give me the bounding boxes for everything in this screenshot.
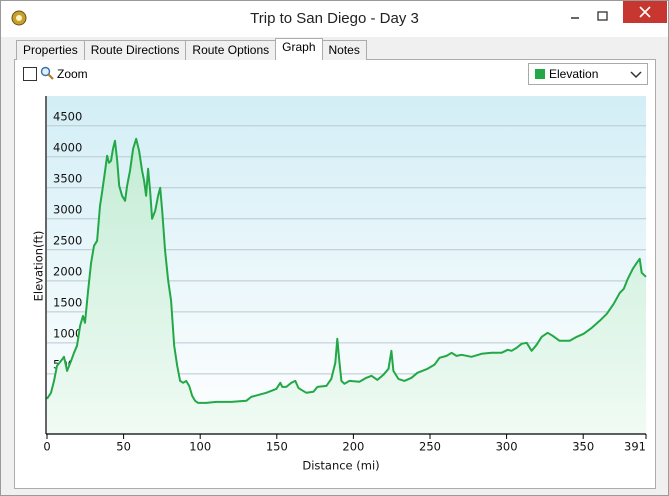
y-tick-label: 3000 bbox=[53, 202, 82, 216]
area bbox=[47, 138, 646, 435]
title-bar: Trip to San Diego - Day 3 bbox=[1, 1, 668, 37]
maximize-button[interactable] bbox=[597, 11, 608, 21]
dropdown-arrow bbox=[630, 71, 642, 79]
series-dropdown[interactable]: Elevation bbox=[528, 63, 648, 85]
y-tick-label: 2500 bbox=[53, 233, 82, 247]
tab-strip: Properties Route Directions Route Options G… bbox=[16, 38, 367, 60]
x-axis-label: Distance (mi) bbox=[302, 459, 379, 473]
y-tick-label: 1500 bbox=[53, 295, 82, 309]
title-icons bbox=[11, 1, 667, 26]
zoom-checkbox[interactable] bbox=[23, 67, 37, 81]
x-tick-label: 0 bbox=[43, 440, 50, 454]
close-icon bbox=[639, 6, 651, 18]
zoom-icon bbox=[40, 66, 54, 80]
app-icon-center bbox=[16, 15, 22, 21]
x-tick-label: 250 bbox=[419, 440, 441, 454]
x-tick-label: 391 bbox=[624, 440, 646, 454]
tab[interactable]: Graph bbox=[275, 38, 323, 60]
y-tick-label: 4000 bbox=[53, 140, 82, 154]
tab[interactable]: Route Directions bbox=[83, 40, 187, 60]
y-tick-label: 3500 bbox=[53, 171, 82, 185]
line bbox=[46, 137, 647, 404]
window-title: Trip to San Diego - Day 3 bbox=[250, 10, 419, 27]
x-tick-label: 300 bbox=[496, 440, 518, 454]
x-tick-label: 100 bbox=[189, 440, 211, 454]
series-name: Elevation bbox=[549, 67, 599, 81]
x-tick-label: 50 bbox=[116, 440, 131, 454]
x-tick-label: 350 bbox=[572, 440, 594, 454]
y-tick-label: 1000 bbox=[53, 326, 82, 340]
series-swatch bbox=[535, 69, 545, 79]
y-tick-label: 2000 bbox=[53, 264, 82, 278]
y-tick-label: 4500 bbox=[53, 109, 82, 123]
x-tick-label: 150 bbox=[266, 440, 288, 454]
zoom-label: Zoom bbox=[57, 67, 88, 81]
x-tick-label: 200 bbox=[342, 440, 364, 454]
tab[interactable]: Notes bbox=[321, 40, 367, 60]
y-axis-label: Elevation(ft) bbox=[32, 231, 46, 302]
